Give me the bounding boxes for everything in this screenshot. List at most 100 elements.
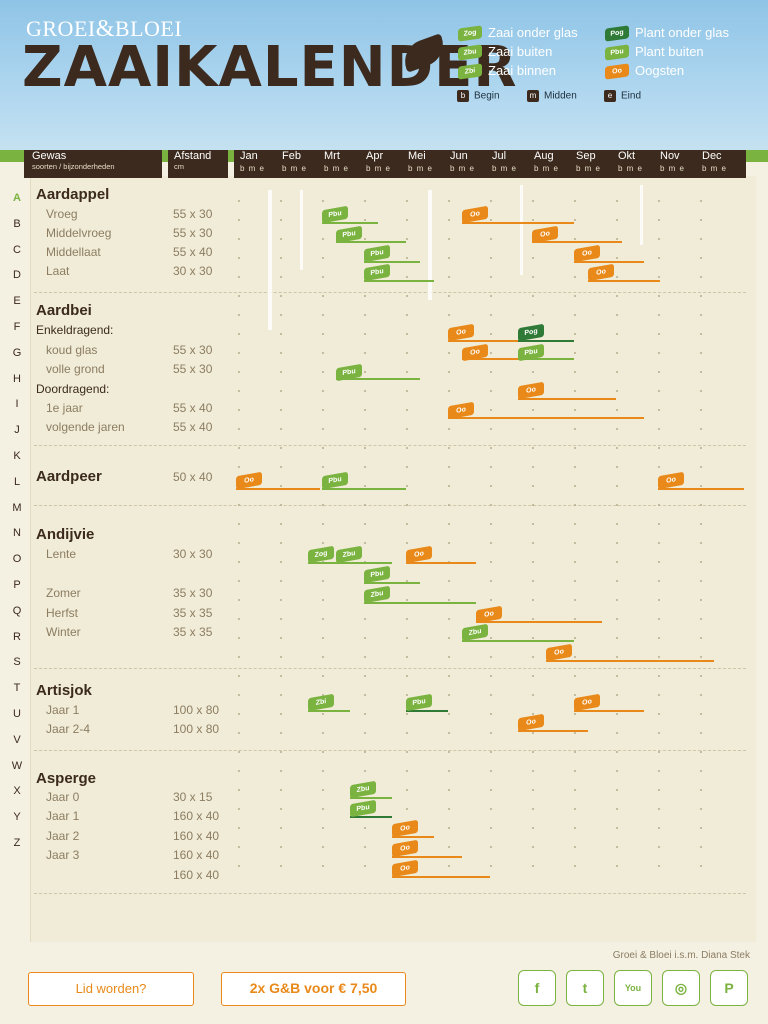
grid-dot	[280, 637, 282, 639]
alphabet-letter-n[interactable]: N	[13, 527, 21, 540]
alphabet-letter-j[interactable]: J	[14, 424, 20, 437]
alphabet-letter-g[interactable]: G	[12, 346, 22, 359]
period-bar	[518, 398, 616, 400]
grid-dot	[616, 713, 618, 715]
grid-dot	[532, 656, 534, 658]
alphabet-letter-q[interactable]: Q	[12, 604, 22, 617]
grid-dot	[448, 352, 450, 354]
alphabet-letter-t[interactable]: T	[13, 682, 21, 695]
instagram-icon[interactable]: ◎	[662, 970, 700, 1006]
alphabet-letter-d[interactable]: D	[13, 269, 21, 282]
grid-dot	[490, 219, 492, 221]
grid-dot	[490, 770, 492, 772]
legend-zbi: Zbi Zaai binnen	[458, 63, 556, 80]
month-sep: Sep	[576, 150, 596, 162]
alphabet-letter-i[interactable]: I	[15, 398, 19, 411]
header-gewas: Gewas soorten / bijzonderheden	[24, 150, 162, 178]
grid-dot	[322, 200, 324, 202]
twitter-icon[interactable]: t	[566, 970, 604, 1006]
period-bar	[658, 488, 744, 490]
alphabet-letter-o[interactable]: O	[12, 553, 22, 566]
grid-dot	[532, 257, 534, 259]
grid-dot	[490, 694, 492, 696]
variety-name: Vroeg	[46, 207, 78, 221]
alphabet-letter-l[interactable]: L	[13, 475, 21, 488]
grid-dot	[658, 390, 660, 392]
spacing-value: 35 x 30	[173, 586, 213, 600]
grid-dot	[574, 219, 576, 221]
grid-dot	[700, 295, 702, 297]
grid-dot	[322, 523, 324, 525]
grid-dot	[448, 428, 450, 430]
grid-dot	[448, 371, 450, 373]
grid-dot	[238, 675, 240, 677]
promo-button[interactable]: 2x G&B voor € 7,50	[221, 972, 406, 1006]
alphabet-letter-z[interactable]: Z	[13, 837, 21, 849]
grid-dot	[700, 580, 702, 582]
grid-dot	[406, 751, 408, 753]
header-afstand: Afstand cm	[168, 150, 228, 178]
grid-dot	[532, 295, 534, 297]
grid-dot	[280, 846, 282, 848]
grid-dot	[658, 865, 660, 867]
legend-eind: e Eind	[604, 90, 641, 102]
grid-dot	[700, 808, 702, 810]
grid-dot	[364, 523, 366, 525]
alphabet-letter-r[interactable]: R	[13, 630, 21, 643]
alphabet-letter-m[interactable]: M	[12, 501, 22, 514]
alphabet-letter-u[interactable]: U	[13, 708, 21, 720]
alphabet-letter-f[interactable]: F	[13, 321, 21, 333]
spacing-value: 55 x 30	[173, 362, 213, 376]
grid-dot	[574, 333, 576, 335]
grid-dot	[616, 789, 618, 791]
alphabet-letter-h[interactable]: H	[13, 372, 21, 385]
alphabet-letter-s[interactable]: S	[13, 656, 21, 669]
grid-dot	[658, 409, 660, 411]
grid-dot	[238, 580, 240, 582]
grid-dot	[490, 675, 492, 677]
youtube-icon[interactable]: You	[614, 970, 652, 1006]
grid-dot	[364, 637, 366, 639]
alphabet-letter-p[interactable]: P	[13, 579, 21, 591]
month-bme-label: b m e	[660, 164, 686, 173]
grid-dot	[490, 827, 492, 829]
grid-dot	[406, 447, 408, 449]
alphabet-letter-a[interactable]: A	[13, 192, 21, 204]
alphabet-letter-y[interactable]: Y	[13, 811, 21, 824]
alphabet-letter-k[interactable]: K	[13, 450, 21, 462]
grid-dot	[322, 409, 324, 411]
facebook-icon[interactable]: f	[518, 970, 556, 1006]
grid-dot	[406, 637, 408, 639]
grid-dot	[448, 276, 450, 278]
month-bme-label: b m e	[408, 164, 434, 173]
period-bar	[448, 340, 518, 342]
root-decoration	[300, 190, 303, 270]
grid-dot	[574, 409, 576, 411]
grid-dot	[490, 352, 492, 354]
alphabet-letter-e[interactable]: E	[13, 295, 21, 308]
lid-worden-button[interactable]: Lid worden?	[28, 972, 194, 1006]
grid-dot	[700, 675, 702, 677]
grid-dot	[658, 447, 660, 449]
alphabet-letter-b[interactable]: B	[13, 217, 21, 230]
grid-dot	[364, 238, 366, 240]
grid-dot	[700, 751, 702, 753]
alphabet-letter-w[interactable]: W	[11, 759, 23, 772]
grid-dot	[238, 371, 240, 373]
alphabet-letter-x[interactable]: X	[13, 785, 21, 798]
grid-dot	[238, 599, 240, 601]
alphabet-letter-v[interactable]: V	[13, 733, 21, 746]
alphabet-letter-c[interactable]: C	[13, 243, 21, 256]
period-bar	[364, 582, 420, 584]
grid-dot	[700, 485, 702, 487]
grid-dot	[574, 637, 576, 639]
grid-dot	[322, 618, 324, 620]
grid-dot	[616, 257, 618, 259]
sky-banner	[0, 0, 768, 160]
grid-dot	[364, 694, 366, 696]
grid-dot	[658, 732, 660, 734]
pinterest-icon[interactable]: P	[710, 970, 748, 1006]
grid-dot	[616, 770, 618, 772]
grid-dot	[532, 542, 534, 544]
